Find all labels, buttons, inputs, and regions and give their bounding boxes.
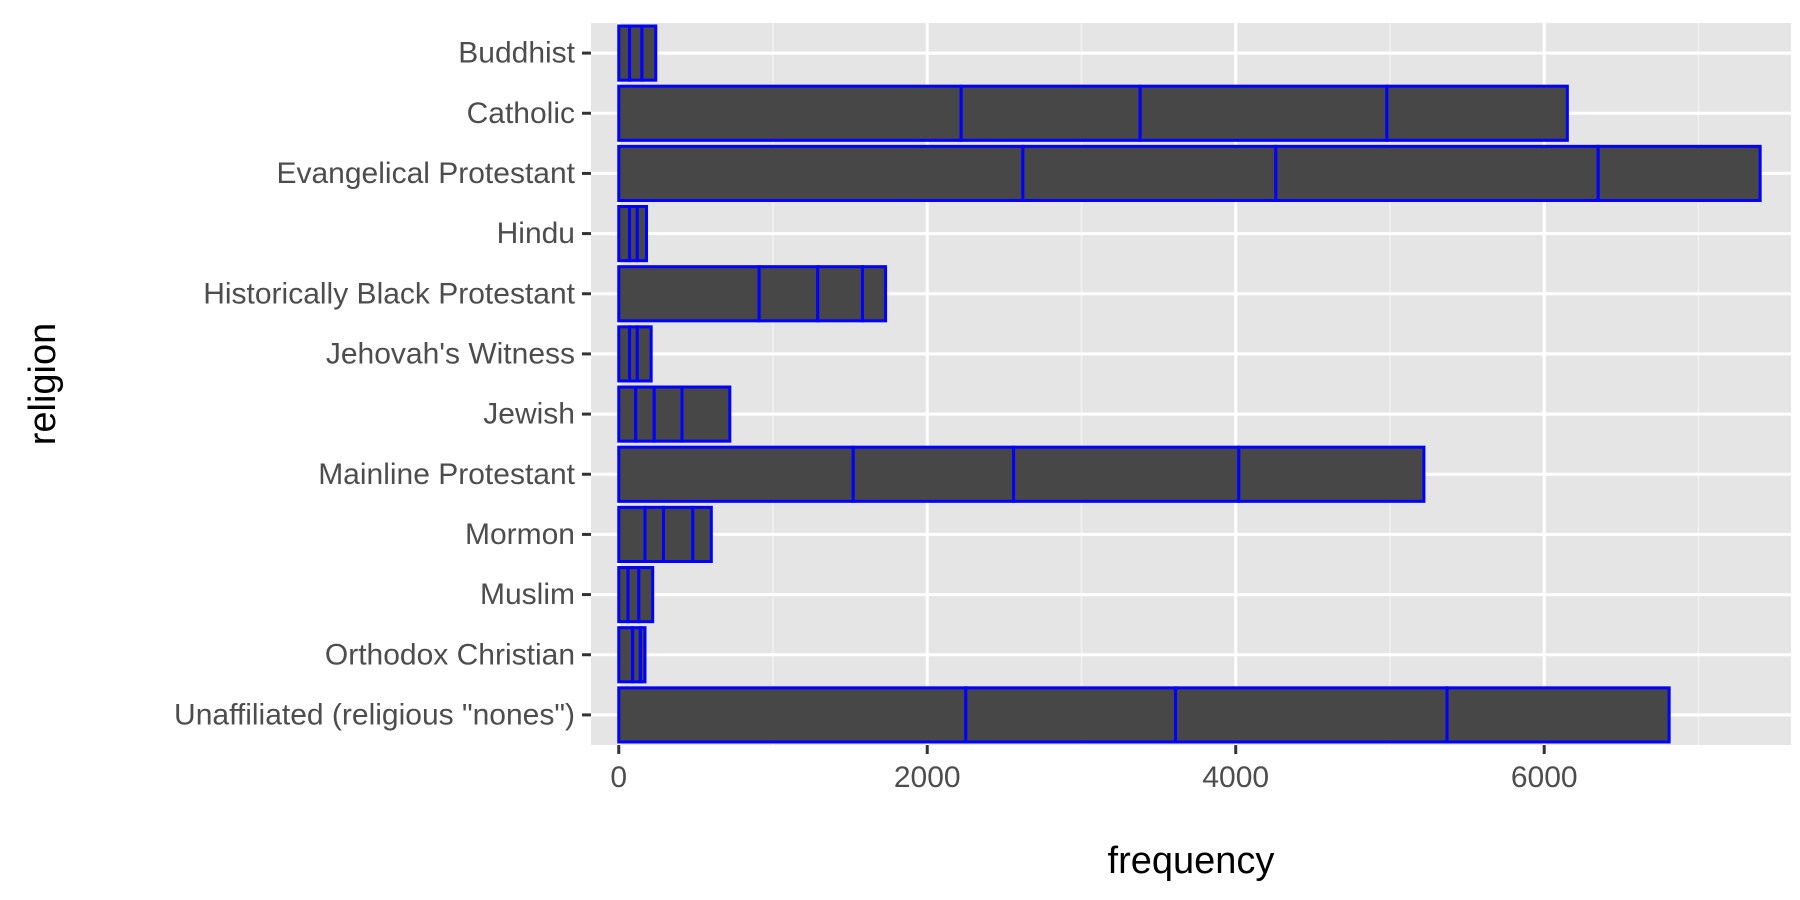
category-label: Hindu xyxy=(497,217,575,250)
bar-segment xyxy=(617,325,632,383)
x-tick-label: 0 xyxy=(610,761,627,794)
bar-segment xyxy=(617,84,963,142)
bar-segment xyxy=(691,505,713,563)
bar-segment xyxy=(617,265,761,323)
bar-segment xyxy=(959,84,1142,142)
bar-segment xyxy=(1174,686,1449,744)
bar-segment xyxy=(661,505,695,563)
category-label: Jehovah's Witness xyxy=(326,337,575,370)
plot-background xyxy=(591,23,1791,745)
category-label: Jewish xyxy=(483,398,575,431)
x-tick-label: 4000 xyxy=(1202,761,1269,794)
bar-segment xyxy=(637,566,655,624)
bar-segment xyxy=(1237,445,1426,503)
bar-segment xyxy=(617,445,855,503)
category-label: Buddhist xyxy=(458,37,575,70)
bar-segment xyxy=(1596,144,1762,202)
bar-segment xyxy=(652,385,684,443)
bar-segment xyxy=(617,626,635,684)
bar-segment xyxy=(640,24,658,82)
bars xyxy=(617,24,1762,744)
bar-segment xyxy=(816,265,864,323)
bar-segment xyxy=(638,626,647,684)
category-label: Historically Black Protestant xyxy=(203,277,575,310)
bar-segment xyxy=(617,144,1025,202)
category-label: Catholic xyxy=(467,97,575,130)
category-label: Evangelical Protestant xyxy=(276,157,575,190)
bar-segment xyxy=(617,686,968,744)
bar-segment xyxy=(628,24,644,82)
bar-segment xyxy=(860,265,888,323)
bar-segment xyxy=(617,505,647,563)
bar-segment xyxy=(1445,686,1671,744)
bar-segment xyxy=(643,505,665,563)
category-label: Unaffiliated (religious "nones") xyxy=(174,698,575,731)
category-label: Orthodox Christian xyxy=(325,638,575,671)
x-tick-label: 6000 xyxy=(1511,761,1578,794)
bar-segment xyxy=(757,265,820,323)
y-axis: Buddhist Catholic Evangelical Protestant Hi… xyxy=(174,37,591,731)
bar-segment xyxy=(680,385,732,443)
bar-segment xyxy=(617,24,632,82)
bar-segment xyxy=(634,385,656,443)
bar-segment xyxy=(617,385,638,443)
bar-segment xyxy=(851,445,1016,503)
x-axis: 0 2000 4000 6000 xyxy=(610,745,1578,794)
category-label: Mormon xyxy=(465,518,575,551)
bar-segment xyxy=(635,205,649,263)
bar-segment xyxy=(964,686,1178,744)
bar-segment xyxy=(1021,144,1278,202)
bar-segment xyxy=(1138,84,1389,142)
x-axis-title: frequency xyxy=(1108,840,1275,882)
bar-segment xyxy=(626,566,641,624)
category-label: Muslim xyxy=(480,578,575,611)
bar-segment xyxy=(1012,445,1241,503)
bar-segment xyxy=(1385,84,1569,142)
category-label: Mainline Protestant xyxy=(318,458,575,491)
minor-gridlines xyxy=(772,23,1700,745)
bar-segment xyxy=(1274,144,1600,202)
bar-segment xyxy=(635,325,653,383)
y-axis-title: religion xyxy=(22,323,64,446)
x-tick-label: 2000 xyxy=(894,761,961,794)
bar-segment xyxy=(617,205,632,263)
